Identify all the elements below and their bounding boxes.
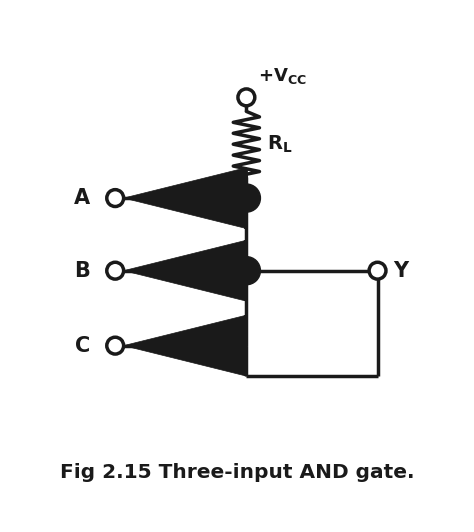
Circle shape: [369, 262, 386, 279]
Text: C: C: [75, 336, 90, 355]
Circle shape: [107, 262, 124, 279]
Text: B: B: [74, 261, 91, 281]
Circle shape: [232, 256, 260, 285]
Circle shape: [238, 89, 255, 106]
Circle shape: [107, 337, 124, 354]
Polygon shape: [124, 240, 246, 301]
Polygon shape: [124, 315, 246, 376]
Circle shape: [232, 184, 260, 212]
Circle shape: [107, 189, 124, 206]
Text: $\bf{R_L}$: $\bf{R_L}$: [267, 134, 293, 155]
Text: Y: Y: [393, 261, 408, 281]
Polygon shape: [124, 168, 246, 229]
Text: Fig 2.15 Three-input AND gate.: Fig 2.15 Three-input AND gate.: [60, 463, 414, 481]
Text: $\bf{+V_{CC}}$: $\bf{+V_{CC}}$: [258, 65, 307, 86]
Text: A: A: [74, 188, 91, 208]
